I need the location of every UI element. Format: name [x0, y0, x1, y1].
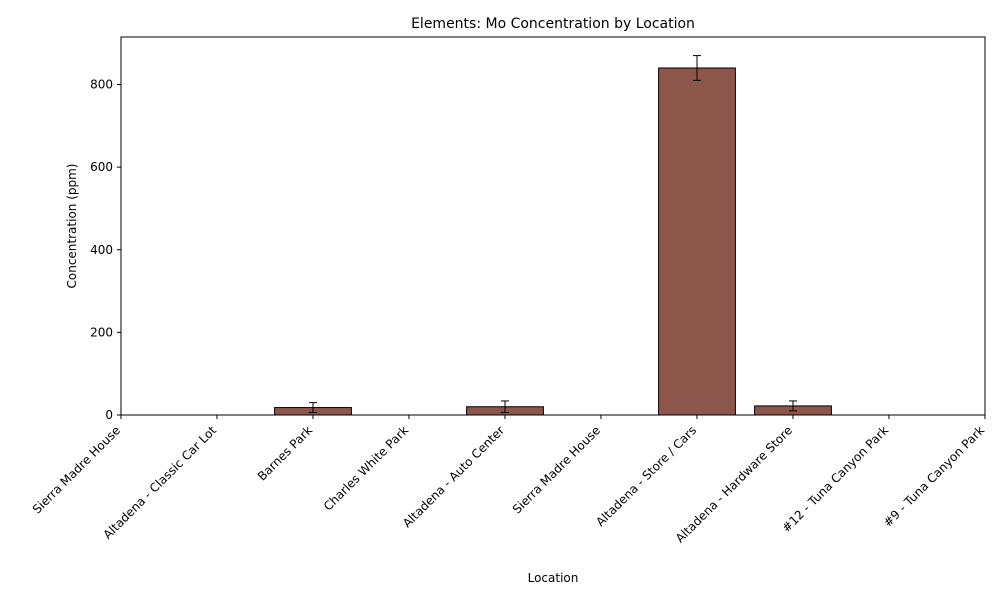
x-tick-label: Altadena - Store / Cars — [593, 423, 699, 529]
error-bars-layer — [309, 55, 797, 414]
y-tick-label: 200 — [90, 325, 113, 339]
x-tick-label: Charles White Park — [321, 423, 411, 513]
plot-frame — [120, 36, 986, 416]
y-tick-label: 600 — [90, 160, 113, 174]
y-tick-label: 800 — [90, 78, 113, 92]
bar — [658, 67, 736, 416]
y-axis-label: Concentration (ppm) — [65, 164, 79, 289]
chart-title: Elements: Mo Concentration by Location — [411, 16, 695, 32]
x-tick-label: Sierra Madre House — [510, 423, 603, 516]
x-tick-label: #9 - Tuna Canyon Park — [881, 423, 988, 530]
x-tick-label: #12 - Tuna Canyon Park — [779, 423, 891, 535]
y-axis: 0 200 400 600 800 — [90, 78, 121, 422]
x-axis-label: Location — [528, 571, 579, 585]
x-tick-label: Altadena - Auto Center — [400, 423, 507, 530]
x-tick-label: Sierra Madre House — [30, 423, 123, 516]
x-tick-label: Altadena - Classic Car Lot — [100, 423, 219, 542]
x-tick-label: Altadena - Hardware Store — [673, 423, 795, 545]
y-tick-label: 400 — [90, 243, 113, 257]
y-tick-label: 0 — [105, 408, 113, 422]
bars-layer — [274, 67, 832, 416]
x-tick-label: Barnes Park — [255, 423, 315, 483]
